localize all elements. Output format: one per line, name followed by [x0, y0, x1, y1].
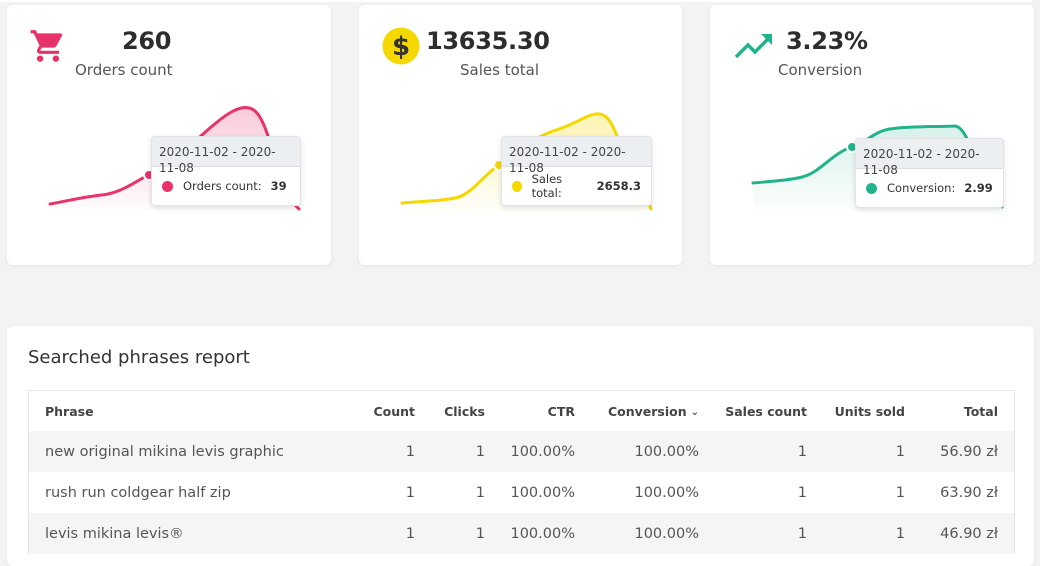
sales-total-caption: Sales total — [460, 61, 539, 79]
searched-phrases-report: Searched phrases report Phrase Count Cli… — [7, 326, 1034, 566]
cell-count: 1 — [359, 513, 431, 554]
cell-sales-count: 1 — [715, 431, 823, 472]
tooltip-label: Orders count: — [183, 179, 262, 193]
cell-clicks: 1 — [431, 431, 501, 472]
cell-conversion: 100.00% — [591, 472, 715, 513]
orders-sparkline — [48, 106, 301, 211]
cell-count: 1 — [359, 431, 431, 472]
col-conversion[interactable]: Conversion ⌄ — [591, 391, 715, 431]
cell-ctr: 100.00% — [501, 431, 591, 472]
orders-tooltip: 2020-11-02 - 2020-11-08 Orders count: 39 — [151, 136, 301, 206]
col-sales-count[interactable]: Sales count — [715, 391, 823, 431]
cell-ctr: 100.00% — [501, 472, 591, 513]
report-title: Searched phrases report — [28, 347, 250, 368]
table-row: levis mikina levis® 1 1 100.00% 100.00% … — [29, 513, 1014, 554]
tooltip-date-range: 2020-11-02 - 2020-11-08 — [502, 137, 651, 175]
tooltip-date-range: 2020-11-02 - 2020-11-08 — [152, 137, 300, 175]
sales-total-card: $ 13635.30 Sales total 2020-11-02 - 2020… — [359, 5, 682, 265]
col-conversion-label: Conversion — [607, 403, 687, 419]
orders-count-value: 260 — [122, 27, 172, 55]
cell-conversion: 100.00% — [591, 431, 715, 472]
col-phrase[interactable]: Phrase — [29, 391, 359, 431]
orders-count-caption: Orders count — [75, 61, 173, 79]
tooltip-value: 2.99 — [964, 181, 993, 195]
cell-conversion: 100.00% — [591, 513, 715, 554]
series-dot-icon — [512, 180, 522, 192]
col-count[interactable]: Count — [359, 391, 431, 431]
cell-total: 46.90 zł — [921, 513, 1014, 554]
cell-ctr: 100.00% — [501, 513, 591, 554]
sort-chevron-down-icon: ⌄ — [690, 406, 699, 418]
svg-text:$: $ — [392, 32, 410, 62]
orders-count-card: 260 Orders count 2020-11-02 - 2020-11-08… — [7, 5, 331, 265]
cell-clicks: 1 — [431, 513, 501, 554]
tooltip-value: 2658.3 — [596, 179, 641, 193]
tooltip-date-range: 2020-11-02 - 2020-11-08 — [856, 139, 1003, 177]
dollar-coin-icon: $ — [382, 27, 420, 70]
cell-total: 63.90 zł — [921, 472, 1014, 513]
conversion-sparkline — [751, 124, 1004, 209]
series-dot-icon — [866, 182, 877, 194]
cart-icon — [29, 27, 67, 70]
sales-total-value: 13635.30 — [426, 27, 550, 55]
tooltip-label: Sales total: — [531, 172, 563, 200]
cell-phrase: new original mikina levis graphic — [29, 431, 359, 472]
cell-sales-count: 1 — [715, 513, 823, 554]
conversion-card: 3.23% Conversion 2020-11-02 - 2020-11-08… — [710, 5, 1034, 265]
col-clicks[interactable]: Clicks — [431, 391, 501, 431]
cell-phrase: rush run coldgear half zip — [29, 472, 359, 513]
conversion-value: 3.23% — [786, 27, 868, 55]
series-dot-icon — [162, 180, 173, 192]
report-table: Phrase Count Clicks CTR Conversion ⌄ Sale… — [28, 390, 1015, 554]
cell-units-sold: 1 — [823, 513, 921, 554]
trending-up-icon — [734, 31, 774, 66]
col-total[interactable]: Total — [921, 391, 1014, 431]
sales-tooltip: 2020-11-02 - 2020-11-08 Sales total: 265… — [501, 136, 652, 206]
table-row: rush run coldgear half zip 1 1 100.00% 1… — [29, 472, 1014, 513]
top-bar-edge — [0, 0, 1032, 2]
cell-sales-count: 1 — [715, 472, 823, 513]
tooltip-value: 39 — [270, 179, 287, 193]
col-units-sold[interactable]: Units sold — [823, 391, 921, 431]
table-row: new original mikina levis graphic 1 1 10… — [29, 431, 1014, 472]
cell-total: 56.90 zł — [921, 431, 1014, 472]
cell-clicks: 1 — [431, 472, 501, 513]
col-ctr[interactable]: CTR — [501, 391, 591, 431]
cell-count: 1 — [359, 472, 431, 513]
conversion-caption: Conversion — [778, 61, 863, 79]
tooltip-label: Conversion: — [887, 181, 956, 195]
cell-units-sold: 1 — [823, 472, 921, 513]
table-header-row: Phrase Count Clicks CTR Conversion ⌄ Sale… — [29, 391, 1014, 431]
conversion-tooltip: 2020-11-02 - 2020-11-08 Conversion: 2.99 — [855, 138, 1004, 208]
sales-sparkline — [400, 112, 653, 211]
cell-units-sold: 1 — [823, 431, 921, 472]
cell-phrase: levis mikina levis® — [29, 513, 359, 554]
